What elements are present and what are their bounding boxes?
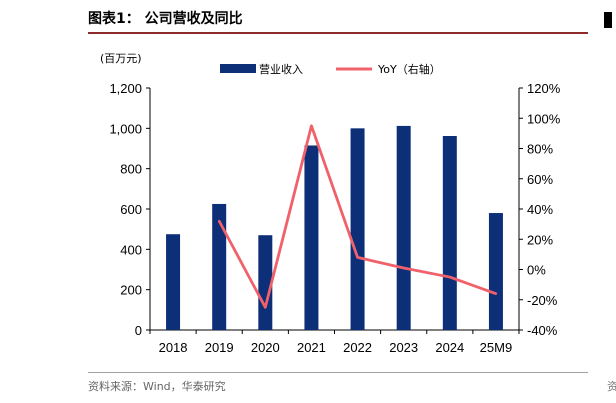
right-tick-label: 0% [527,263,546,278]
bar-2021 [304,145,319,330]
legend-bar-label: 营业收入 [259,62,303,76]
source-note: 资料来源：Wind，华泰研究 [88,378,226,394]
source-rule [88,372,588,373]
yoy-point-2020 [264,306,267,309]
bar-2023 [396,125,411,330]
yoy-point-2024 [448,275,452,279]
left-tick-label: 600 [120,202,142,217]
right-tick-label: 100% [527,111,561,126]
yoy-point-2022 [356,256,359,259]
line-series [217,124,498,309]
yoy-point-25M9 [494,292,498,295]
legend: 营业收入 YoY（右轴） [220,62,441,76]
left-tick-label: 200 [120,283,142,298]
right-tick-label: 80% [527,142,553,157]
yoy-point-2023 [402,266,405,270]
right-tick-label: 60% [527,172,553,187]
x-tick-label: 25M9 [480,340,513,355]
left-tick-label: 800 [120,162,142,177]
bar-2022 [350,128,365,330]
bar-series [166,125,503,330]
adjacent-figure-edge [604,12,612,28]
unit-label: (百万元) [100,52,142,65]
bar-25M9 [488,213,503,330]
x-tick-label: 2023 [389,340,418,355]
axes: 0 200 400 600 800 1,000 1,200 -40% -20% 0% 20% 40% 6… [109,81,560,355]
right-tick-label: 20% [527,232,553,247]
left-tick-label: 0 [135,323,142,338]
bar-2018 [166,234,181,330]
right-tick-label: -40% [527,323,558,338]
legend-bar-swatch [220,64,256,73]
left-tick-label: 400 [120,242,142,257]
right-tick-label: 40% [527,202,553,217]
yoy-point-2019 [217,219,221,223]
x-tick-label: 2018 [159,340,188,355]
x-tick-label: 2020 [251,340,280,355]
title-rule [88,32,588,34]
bar-2024 [442,135,457,330]
x-tick-label: 2021 [297,340,326,355]
right-tick-label: 120% [527,81,561,96]
yoy-point-2021 [310,124,313,128]
bar-2019 [212,203,227,330]
figure-title: 图表1： 公司营收及同比 [88,11,243,27]
x-tick-label: 2019 [205,340,234,355]
source-label: 资料来源： [88,380,143,393]
legend-line-label: YoY（右轴） [377,62,441,76]
x-tick-label: 2024 [435,340,464,355]
right-tick-label: -20% [527,293,558,308]
adjacent-figure-edge-text: 资 [607,380,616,393]
bar-2020 [258,235,273,330]
left-tick-label: 1,200 [109,81,142,96]
source-text: Wind，华泰研究 [143,380,226,393]
left-tick-label: 1,000 [109,121,142,136]
x-tick-label: 2022 [343,340,372,355]
